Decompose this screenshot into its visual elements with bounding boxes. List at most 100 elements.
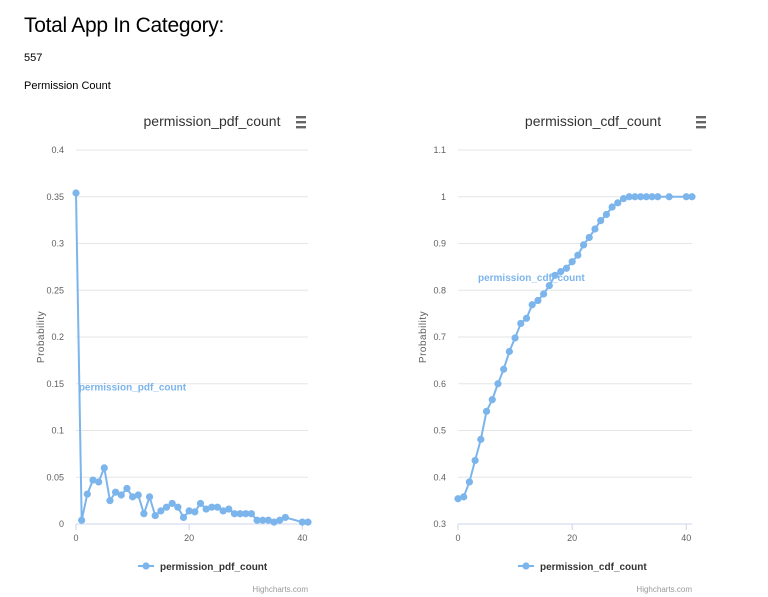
y-axis-title: Probability: [418, 311, 429, 363]
data-point[interactable]: [545, 281, 553, 290]
data-point[interactable]: [540, 290, 548, 298]
data-point[interactable]: [528, 301, 536, 309]
data-point[interactable]: [151, 511, 159, 520]
y-tick-label: 0.15: [46, 379, 64, 389]
data-point[interactable]: [585, 233, 593, 242]
y-tick-label: 0.25: [46, 285, 64, 295]
chart-svg: permission_cdf_count 0.3 0.4 0.5 0.6 0.7 0.8 0.…: [418, 113, 706, 594]
data-point[interactable]: [482, 407, 491, 415]
data-point[interactable]: [665, 193, 673, 201]
data-point[interactable]: [157, 507, 165, 515]
data-point[interactable]: [602, 210, 610, 219]
data-point[interactable]: [202, 505, 210, 513]
legend-symbol-marker: [522, 562, 530, 570]
data-point[interactable]: [106, 497, 114, 505]
data-point[interactable]: [281, 513, 289, 522]
data-point[interactable]: [477, 435, 485, 443]
data-point[interactable]: [128, 493, 137, 501]
data-point[interactable]: [230, 510, 239, 518]
legend-item[interactable]: permission_cdf_count: [518, 562, 647, 573]
data-point[interactable]: [185, 507, 193, 515]
y-tick-label: 1.1: [433, 145, 446, 155]
data-point[interactable]: [557, 267, 565, 276]
data-point[interactable]: [134, 491, 142, 499]
data-point[interactable]: [494, 380, 502, 388]
data-point[interactable]: [219, 507, 227, 515]
data-point[interactable]: [517, 319, 525, 328]
data-point[interactable]: [225, 505, 233, 513]
hamburger-menu-icon[interactable]: [296, 116, 306, 129]
data-point[interactable]: [471, 456, 479, 465]
y-tick-label: 0.3: [51, 239, 64, 249]
data-point[interactable]: [117, 491, 125, 499]
data-point[interactable]: [78, 516, 86, 524]
data-point[interactable]: [100, 464, 108, 472]
data-point[interactable]: [196, 499, 205, 508]
data-point[interactable]: [168, 499, 176, 508]
data-point[interactable]: [500, 365, 508, 373]
data-point[interactable]: [614, 199, 622, 207]
data-point[interactable]: [574, 251, 582, 259]
data-point[interactable]: [123, 484, 131, 493]
data-point[interactable]: [89, 476, 97, 484]
y-tick-label: 0.2: [51, 332, 64, 342]
data-point[interactable]: [454, 495, 462, 503]
data-point[interactable]: [551, 271, 559, 279]
data-point[interactable]: [619, 195, 628, 203]
data-point[interactable]: [259, 516, 267, 524]
legend-item[interactable]: permission_pdf_count: [138, 562, 268, 573]
data-point[interactable]: [562, 264, 571, 272]
data-point[interactable]: [264, 516, 272, 524]
data-point[interactable]: [568, 258, 576, 266]
data-point[interactable]: [465, 478, 474, 486]
data-point[interactable]: [162, 503, 171, 511]
data-point[interactable]: [191, 508, 199, 516]
data-point[interactable]: [648, 193, 656, 201]
data-point[interactable]: [242, 510, 250, 518]
data-point[interactable]: [236, 510, 244, 518]
data-point[interactable]: [83, 490, 91, 498]
chart-title: permission_cdf_count: [525, 113, 661, 129]
data-point[interactable]: [505, 347, 513, 356]
data-point[interactable]: [631, 193, 639, 201]
data-point[interactable]: [140, 510, 148, 518]
data-point[interactable]: [276, 516, 284, 524]
data-point[interactable]: [488, 396, 496, 404]
data-point[interactable]: [654, 193, 662, 201]
data-point[interactable]: [688, 193, 696, 201]
data-point[interactable]: [591, 225, 599, 233]
data-point[interactable]: [112, 488, 120, 496]
data-point[interactable]: [72, 189, 80, 197]
data-point[interactable]: [579, 241, 588, 249]
data-point[interactable]: [145, 493, 154, 501]
data-point[interactable]: [642, 193, 650, 201]
data-point[interactable]: [460, 493, 468, 501]
legend-label: permission_cdf_count: [540, 562, 647, 573]
data-point[interactable]: [208, 503, 216, 511]
y-tick-label: 1: [441, 192, 446, 202]
page-title: Total App In Category:: [24, 14, 225, 37]
data-point[interactable]: [253, 516, 261, 524]
data-point[interactable]: [270, 518, 278, 526]
data-point[interactable]: [95, 478, 103, 486]
total-app-count: 557: [24, 52, 43, 64]
chart-title: permission_pdf_count: [144, 113, 281, 129]
data-point[interactable]: [298, 518, 306, 526]
data-point[interactable]: [304, 518, 312, 526]
y-tick-label: 0.4: [433, 472, 446, 482]
data-point[interactable]: [247, 510, 256, 518]
hamburger-menu-icon[interactable]: [696, 116, 706, 129]
data-point[interactable]: [179, 513, 188, 522]
data-point[interactable]: [534, 296, 542, 305]
data-point[interactable]: [682, 193, 690, 201]
legend-symbol-marker: [142, 562, 150, 570]
data-point[interactable]: [213, 503, 222, 511]
data-point[interactable]: [625, 193, 633, 201]
data-point[interactable]: [511, 334, 519, 342]
series-label: permission_pdf_count: [79, 382, 187, 393]
data-point[interactable]: [522, 314, 531, 322]
data-point[interactable]: [637, 193, 645, 201]
data-point[interactable]: [608, 203, 616, 211]
data-point[interactable]: [174, 503, 182, 511]
data-point[interactable]: [597, 216, 605, 225]
